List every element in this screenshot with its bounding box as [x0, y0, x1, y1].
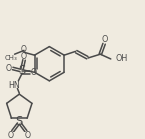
- Text: OH: OH: [116, 54, 128, 64]
- Text: HN: HN: [9, 81, 20, 90]
- Text: O: O: [8, 131, 14, 139]
- Text: O: O: [20, 45, 26, 54]
- Text: CH₃: CH₃: [4, 55, 17, 61]
- Text: S: S: [16, 115, 23, 128]
- Text: S: S: [19, 64, 26, 77]
- Text: O: O: [25, 131, 31, 139]
- Text: O: O: [102, 35, 108, 44]
- Text: O: O: [21, 52, 27, 61]
- Text: O: O: [31, 68, 37, 77]
- Text: O: O: [6, 64, 12, 73]
